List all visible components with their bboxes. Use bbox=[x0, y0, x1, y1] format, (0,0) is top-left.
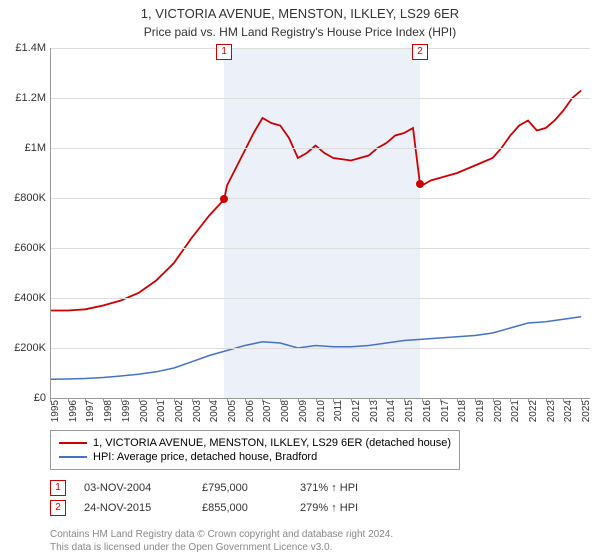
sale-price: £795,000 bbox=[202, 482, 282, 494]
series-property bbox=[50, 91, 581, 311]
sale-marker-label: 1 bbox=[216, 44, 232, 60]
legend-item: HPI: Average price, detached house, Brad… bbox=[59, 450, 451, 464]
x-tick-label: 2011 bbox=[333, 400, 344, 422]
sale-marker bbox=[416, 180, 424, 188]
chart-svg bbox=[50, 48, 590, 398]
chart-title: 1, VICTORIA AVENUE, MENSTON, ILKLEY, LS2… bbox=[0, 0, 600, 23]
y-tick-label: £600K bbox=[14, 242, 46, 254]
gridline-h bbox=[50, 348, 590, 349]
sale-hpi: 371% ↑ HPI bbox=[300, 482, 390, 494]
legend: 1, VICTORIA AVENUE, MENSTON, ILKLEY, LS2… bbox=[50, 430, 460, 470]
x-tick-label: 2003 bbox=[192, 400, 203, 422]
y-tick-label: £400K bbox=[14, 292, 46, 304]
x-tick-label: 2017 bbox=[440, 400, 451, 422]
gridline-h bbox=[50, 298, 590, 299]
x-tick-label: 2019 bbox=[475, 400, 486, 422]
x-tick-label: 1995 bbox=[50, 400, 61, 422]
legend-swatch bbox=[59, 442, 87, 444]
x-tick-label: 2002 bbox=[174, 400, 185, 422]
y-tick-label: £800K bbox=[14, 192, 46, 204]
x-tick-label: 2021 bbox=[510, 400, 521, 422]
sale-marker bbox=[220, 195, 228, 203]
x-tick-label: 2007 bbox=[262, 400, 273, 422]
y-tick-label: £1M bbox=[25, 142, 46, 154]
x-tick-label: 2022 bbox=[528, 400, 539, 422]
x-tick-label: 2015 bbox=[404, 400, 415, 422]
footer-attribution: Contains HM Land Registry data © Crown c… bbox=[50, 528, 393, 554]
sale-row: 1 03-NOV-2004 £795,000 371% ↑ HPI bbox=[50, 478, 390, 498]
x-tick-label: 2000 bbox=[139, 400, 150, 422]
sales-table: 1 03-NOV-2004 £795,000 371% ↑ HPI 2 24-NOV-20… bbox=[50, 478, 390, 518]
plot-area: £0£200K£400K£600K£800K£1M£1.2M£1.4M19951… bbox=[50, 48, 590, 398]
x-tick-label: 2006 bbox=[245, 400, 256, 422]
gridline-h bbox=[50, 248, 590, 249]
y-tick-label: £200K bbox=[14, 342, 46, 354]
x-tick-label: 2005 bbox=[227, 400, 238, 422]
legend-swatch bbox=[59, 456, 87, 458]
x-tick-label: 2018 bbox=[457, 400, 468, 422]
legend-label: 1, VICTORIA AVENUE, MENSTON, ILKLEY, LS2… bbox=[93, 437, 451, 449]
x-tick-label: 2009 bbox=[298, 400, 309, 422]
x-tick-label: 2024 bbox=[563, 400, 574, 422]
chart-container: 1, VICTORIA AVENUE, MENSTON, ILKLEY, LS2… bbox=[0, 0, 600, 560]
y-tick-label: £1.4M bbox=[15, 42, 46, 54]
x-tick-label: 2012 bbox=[351, 400, 362, 422]
sale-row: 2 24-NOV-2015 £855,000 279% ↑ HPI bbox=[50, 498, 390, 518]
y-tick-label: £0 bbox=[34, 392, 46, 404]
sale-date: 24-NOV-2015 bbox=[84, 502, 184, 514]
sale-marker-label: 2 bbox=[412, 44, 428, 60]
sale-index-box: 2 bbox=[50, 500, 66, 516]
x-tick-label: 2025 bbox=[581, 400, 592, 422]
gridline-h bbox=[50, 148, 590, 149]
x-tick-label: 2014 bbox=[386, 400, 397, 422]
gridline-h bbox=[50, 198, 590, 199]
x-tick-label: 2004 bbox=[209, 400, 220, 422]
x-tick-label: 2016 bbox=[422, 400, 433, 422]
footer-line2: This data is licensed under the Open Gov… bbox=[50, 541, 393, 554]
x-tick-label: 2001 bbox=[156, 400, 167, 422]
sale-date: 03-NOV-2004 bbox=[84, 482, 184, 494]
x-axis bbox=[50, 398, 590, 399]
y-axis bbox=[50, 48, 51, 398]
x-tick-label: 1999 bbox=[121, 400, 132, 422]
x-tick-label: 2010 bbox=[316, 400, 327, 422]
sale-price: £855,000 bbox=[202, 502, 282, 514]
gridline-h bbox=[50, 98, 590, 99]
legend-label: HPI: Average price, detached house, Brad… bbox=[93, 451, 317, 463]
legend-item: 1, VICTORIA AVENUE, MENSTON, ILKLEY, LS2… bbox=[59, 436, 451, 450]
x-tick-label: 1997 bbox=[85, 400, 96, 422]
x-tick-label: 2008 bbox=[280, 400, 291, 422]
chart-subtitle: Price paid vs. HM Land Registry's House … bbox=[0, 23, 600, 39]
sale-hpi: 279% ↑ HPI bbox=[300, 502, 390, 514]
x-tick-label: 1996 bbox=[68, 400, 79, 422]
footer-line1: Contains HM Land Registry data © Crown c… bbox=[50, 528, 393, 541]
x-tick-label: 2013 bbox=[369, 400, 380, 422]
y-tick-label: £1.2M bbox=[15, 92, 46, 104]
x-tick-label: 2020 bbox=[493, 400, 504, 422]
x-tick-label: 1998 bbox=[103, 400, 114, 422]
x-tick-label: 2023 bbox=[546, 400, 557, 422]
gridline-h bbox=[50, 48, 590, 49]
sale-index-box: 1 bbox=[50, 480, 66, 496]
